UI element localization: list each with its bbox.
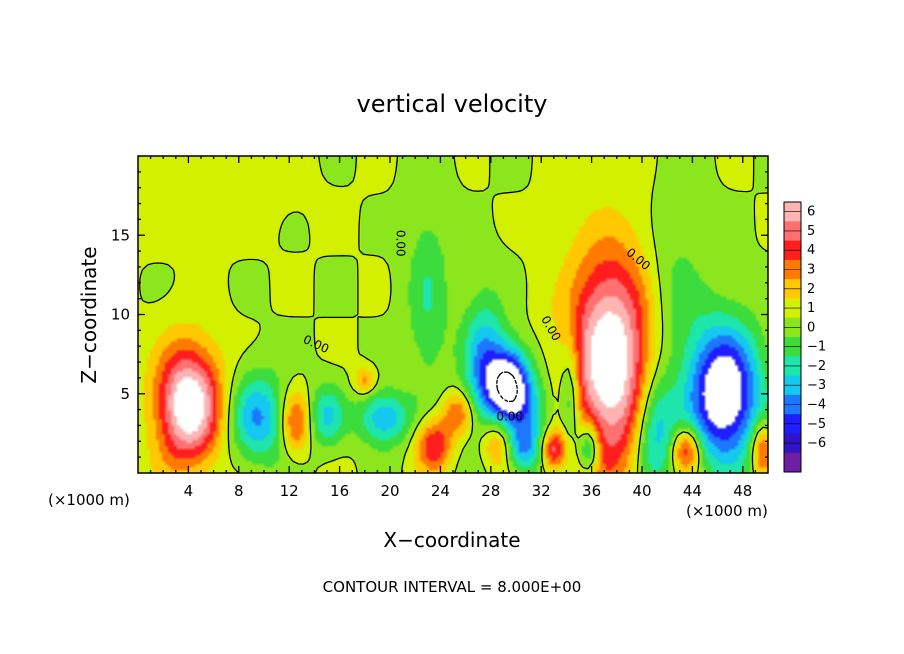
colorbar-label: −6 xyxy=(807,436,826,451)
x-tick-labels: 4 8 12 16 20 24 28 32 36 40 44 48 xyxy=(184,482,753,500)
contour-label: 0.00 xyxy=(496,410,523,424)
contour-interval-note: CONTOUR INTERVAL = 8.000E+00 xyxy=(323,578,582,596)
chart-title: vertical velocity xyxy=(357,90,548,118)
colorbar-label: 5 xyxy=(807,224,815,239)
x-unit-right: (×1000 m) xyxy=(686,502,768,520)
x-tick-label: 32 xyxy=(532,482,551,500)
colorbar: 6 5 4 3 2 1 0 −1 −2 −3 −4 −5 −6 xyxy=(783,201,826,473)
x-tick-label: 36 xyxy=(582,482,601,500)
colorbar-label: 0 xyxy=(807,320,815,335)
x-tick-label: 48 xyxy=(733,482,752,500)
x-tick-label: 16 xyxy=(330,482,349,500)
y-tick-label: 10 xyxy=(111,306,130,324)
x-tick-label: 20 xyxy=(380,482,399,500)
colorbar-label: 2 xyxy=(807,282,815,297)
y-tick-label: 5 xyxy=(120,385,130,403)
colorbar-label: 3 xyxy=(807,263,815,278)
x-axis-label: X−coordinate xyxy=(383,528,520,552)
y-tick-label: 15 xyxy=(111,226,130,244)
x-tick-label: 8 xyxy=(234,482,244,500)
colorbar-label: −4 xyxy=(807,398,826,413)
contour-label: 0.00 xyxy=(393,230,407,257)
contour-line xyxy=(139,156,768,473)
colorbar-label: 4 xyxy=(807,243,815,258)
colorbar-label: −5 xyxy=(807,417,826,432)
x-unit-left: (×1000 m) xyxy=(48,491,130,509)
x-tick-label: 40 xyxy=(632,482,651,500)
zero-contours xyxy=(139,156,768,473)
colorbar-label: −2 xyxy=(807,359,826,374)
contour-line xyxy=(496,371,518,403)
x-tick-label: 24 xyxy=(431,482,450,500)
x-tick-label: 12 xyxy=(280,482,299,500)
x-tick-label: 44 xyxy=(683,482,702,500)
plot-area: 0.000.000.000.000.00 xyxy=(137,155,769,474)
y-tick-labels: 5 10 15 xyxy=(111,226,130,403)
colorbar-label: −3 xyxy=(807,378,826,393)
x-tick-label: 4 xyxy=(184,482,194,500)
colorbar-label: −1 xyxy=(807,340,826,355)
colorbar-label: 1 xyxy=(807,301,815,316)
colorbar-bin xyxy=(784,452,801,473)
colorbar-label: 6 xyxy=(807,205,815,220)
colorbar-frame xyxy=(783,201,802,473)
x-tick-label: 28 xyxy=(481,482,500,500)
y-axis-label: Z−coordinate xyxy=(77,246,101,383)
velocity-heatmap xyxy=(138,156,768,473)
axis-ticks xyxy=(138,156,768,473)
